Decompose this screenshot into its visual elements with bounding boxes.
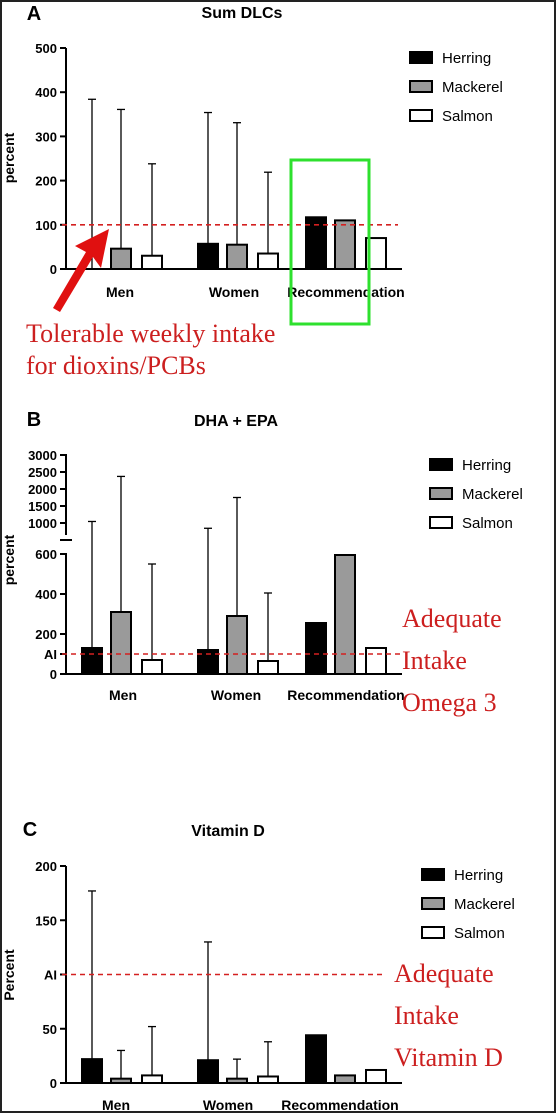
bar-herring [81, 647, 103, 675]
y-tick-label: 0 [50, 1076, 57, 1091]
y-tick-label: AI [44, 968, 57, 983]
legend-swatch [409, 109, 433, 122]
y-tick-label: 1000 [28, 516, 57, 531]
annotation-text: for dioxins/PCBs [26, 351, 206, 380]
legend-swatch [421, 868, 445, 881]
bar-mackerel [334, 554, 356, 675]
arrow-icon [53, 229, 109, 312]
bar-mackerel [334, 1074, 356, 1085]
panel-label: A [27, 3, 41, 25]
bar-mackerel [226, 243, 248, 271]
bar-salmon [365, 1068, 387, 1084]
category-label: Recommendation [281, 1097, 398, 1113]
legend-label: Herring [442, 50, 491, 67]
category-label: Men [109, 687, 137, 703]
bar-salmon [141, 254, 163, 271]
chart-title: Vitamin D [191, 823, 265, 840]
bar-salmon [257, 252, 279, 270]
y-tick-label: 600 [35, 547, 57, 562]
y-tick-label: 200 [35, 859, 57, 874]
y-tick-label: 50 [43, 1022, 57, 1037]
y-axis-label: percent [1, 534, 17, 585]
bar-herring [197, 242, 219, 270]
y-axis-label: Percent [1, 949, 17, 1001]
bar-salmon [365, 237, 387, 270]
bar-salmon [257, 660, 279, 675]
legend-label: Mackerel [462, 486, 523, 503]
bar-herring [197, 649, 219, 675]
legend-label: Salmon [454, 925, 505, 942]
bar-mackerel [110, 611, 132, 675]
category-label: Men [102, 1097, 130, 1113]
chart-title: DHA + EPA [194, 413, 278, 430]
bar-herring [305, 1034, 327, 1085]
bar-mackerel [110, 247, 132, 270]
annotation-text: Intake [402, 646, 467, 675]
y-tick-label: AI [44, 647, 57, 662]
annotation-text: Tolerable weekly intake [26, 319, 275, 348]
legend-label: Mackerel [442, 79, 503, 96]
y-tick-label: 200 [35, 174, 57, 189]
category-label: Women [211, 687, 261, 703]
y-tick-label: 1500 [28, 499, 57, 514]
bar-herring [305, 216, 327, 270]
legend-swatch [421, 897, 445, 910]
y-tick-label: 0 [50, 262, 57, 277]
y-tick-label: 400 [35, 85, 57, 100]
y-tick-label: 2000 [28, 482, 57, 497]
bar-mackerel [334, 219, 356, 271]
legend-label: Salmon [462, 515, 513, 532]
y-tick-label: 150 [35, 913, 57, 928]
bar-herring [305, 622, 327, 675]
legend-swatch [429, 458, 453, 471]
category-label: Women [209, 284, 259, 300]
y-tick-label: 3000 [28, 448, 57, 463]
y-tick-label: 0 [50, 667, 57, 682]
y-tick-label: 100 [35, 218, 57, 233]
legend-swatch [429, 487, 453, 500]
bar-salmon [257, 1075, 279, 1084]
legend-label: Herring [462, 457, 511, 474]
category-label: Recommendation [287, 284, 404, 300]
y-tick-label: 500 [35, 41, 57, 56]
category-label: Women [203, 1097, 253, 1113]
legend-swatch [421, 926, 445, 939]
bar-salmon [141, 1074, 163, 1085]
legend-label: Salmon [442, 108, 493, 125]
legend-swatch [409, 80, 433, 93]
legend-label: Mackerel [454, 896, 515, 913]
legend-label: Herring [454, 867, 503, 884]
panel-label: B [27, 409, 41, 431]
y-tick-label: 200 [35, 627, 57, 642]
annotation-text: Adequate [402, 604, 502, 633]
legend-swatch [409, 51, 433, 64]
bar-mackerel [226, 1077, 248, 1085]
y-tick-label: 2500 [28, 465, 57, 480]
chart-title: Sum DLCs [202, 5, 283, 22]
category-label: Men [106, 284, 134, 300]
bar-herring [81, 1058, 103, 1085]
bar-mackerel [110, 1077, 132, 1085]
category-label: Recommendation [287, 687, 404, 703]
bar-herring [197, 1059, 219, 1084]
panel-label: C [23, 819, 37, 841]
y-axis-label: percent [1, 132, 17, 183]
legend-swatch [429, 516, 453, 529]
annotation-text: Omega 3 [402, 688, 497, 717]
annotation-text: Intake [394, 1001, 459, 1030]
y-tick-label: 300 [35, 129, 57, 144]
annotation-text: Vitamin D [394, 1043, 503, 1072]
bar-salmon [141, 659, 163, 675]
bar-salmon [365, 647, 387, 675]
bar-mackerel [226, 615, 248, 675]
annotation-text: Adequate [394, 959, 494, 988]
highlight-box [289, 158, 371, 326]
y-tick-label: 400 [35, 587, 57, 602]
